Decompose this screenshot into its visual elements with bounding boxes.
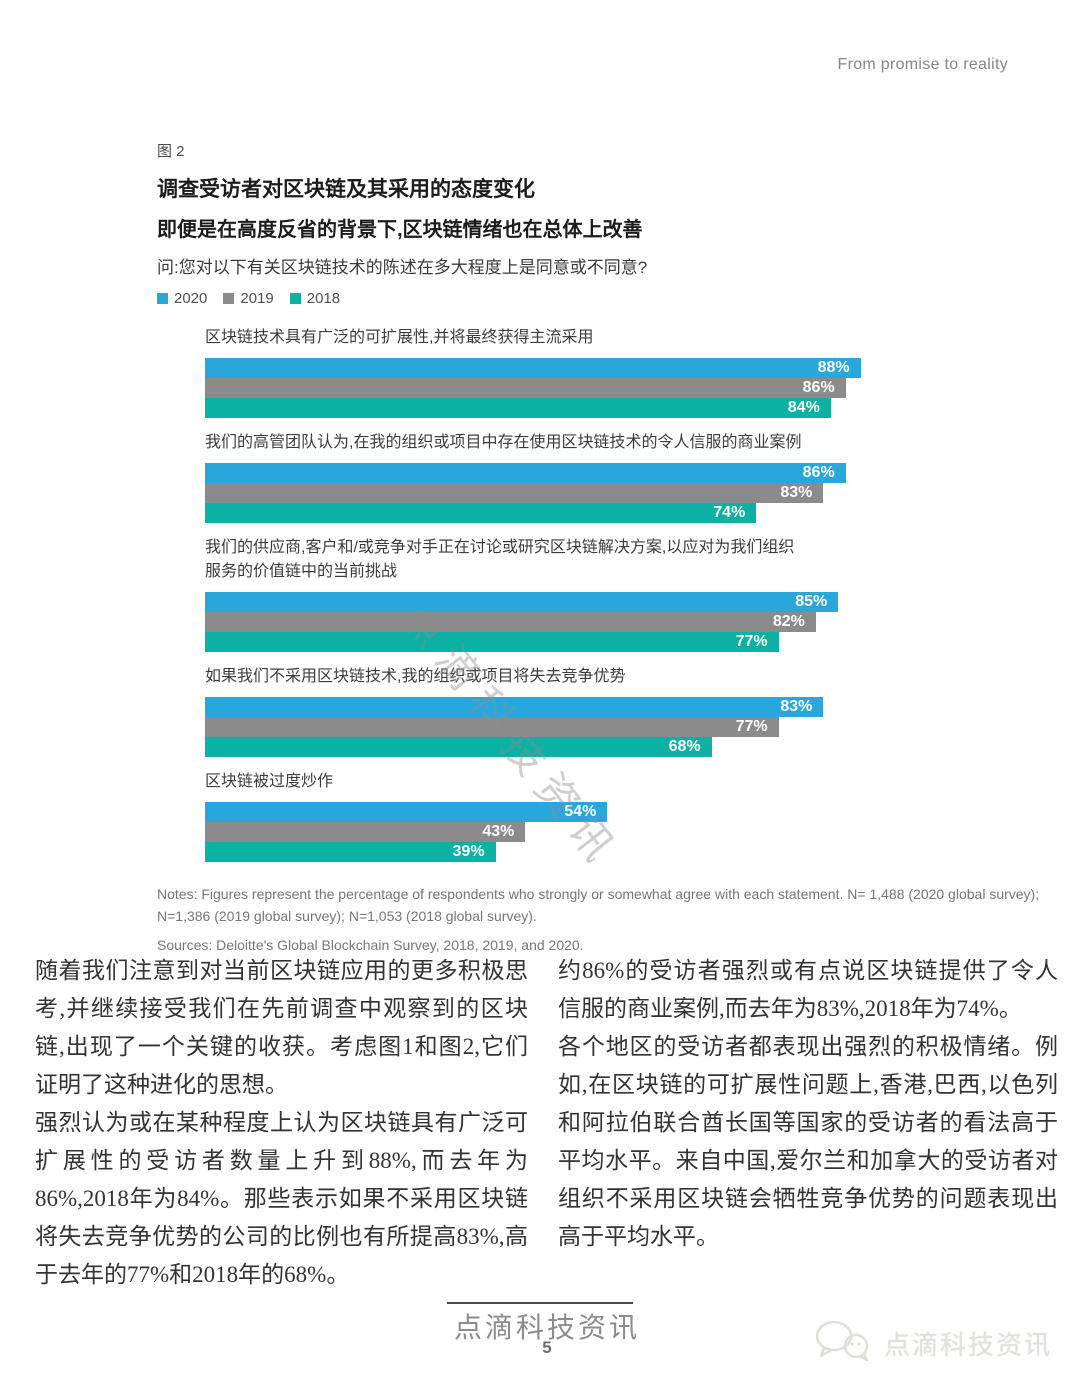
- bar-2018: 84%: [205, 398, 831, 418]
- bar-value-label: 54%: [564, 803, 597, 820]
- body-column-left: 随着我们注意到对当前区块链应用的更多积极思考,并继续接受我们在先前调查中观察到的…: [35, 952, 528, 1294]
- footer-watermark: 点滴科技资讯: [453, 1313, 640, 1344]
- page-number: 5: [542, 1338, 552, 1357]
- bar-value-label: 86%: [802, 464, 835, 481]
- legend-swatch-icon: [157, 293, 168, 304]
- bar-2018: 74%: [205, 503, 757, 523]
- chart-group: 我们的高管团队认为,在我的组织或项目中存在使用区块链技术的令人信服的商业案例 86…: [205, 431, 955, 523]
- bar-value-label: 68%: [668, 738, 701, 755]
- bar-value-label: 83%: [780, 698, 813, 715]
- body-paragraph: 各个地区的受访者都表现出强烈的积极情绪。例如,在区块链的可扩展性问题上,香港,巴…: [558, 1034, 1058, 1249]
- legend-swatch-icon: [289, 293, 301, 304]
- bar-value-label: 39%: [452, 843, 485, 860]
- bar-2019: 77%: [205, 717, 779, 737]
- figure-label: 图 2: [157, 143, 185, 160]
- category-label: 区块链技术具有广泛的可扩展性,并将最终获得主流采用: [205, 329, 594, 346]
- bar-2019: 43%: [205, 822, 526, 842]
- body-paragraph: 约86%的受访者强烈或有点说区块链提供了令人信服的商业案例,而去年为83%,20…: [558, 958, 1058, 1021]
- legend-item-2018: 2018: [289, 290, 341, 307]
- header-brand: From promise to reality: [837, 56, 1008, 73]
- chart-group: 区块链技术具有广泛的可扩展性,并将最终获得主流采用 88% 86% 84%: [205, 326, 955, 418]
- legend-swatch-icon: [223, 293, 235, 304]
- bar-2018: 68%: [205, 737, 712, 757]
- footer-logo-text: 点滴科技资讯: [883, 1331, 1052, 1360]
- chart-legend: 2020 2019 2018: [157, 290, 340, 307]
- bar-chart: 区块链技术具有广泛的可扩展性,并将最终获得主流采用 88% 86% 84% 我们的高管团…: [205, 326, 955, 875]
- chart-group: 区块链被过度炒作 54% 43% 39%: [205, 770, 955, 862]
- bar-2018: 39%: [205, 842, 496, 862]
- chart-notes: Notes: Figures represent the percentage …: [157, 883, 1069, 963]
- bar-value-label: 77%: [735, 633, 768, 650]
- bar-value-label: 83%: [780, 484, 813, 501]
- chart-group: 我们的供应商,客户和/或竞争对手正在讨论或研究区块链解决方案,以应对为我们组织 …: [205, 536, 955, 652]
- notes-text: Notes: Figures represent the percentage …: [157, 886, 1040, 924]
- bar-value-label: 43%: [482, 823, 515, 840]
- wechat-bubbles-icon: [812, 1318, 874, 1369]
- legend-label: 2018: [306, 290, 341, 307]
- bar-track: 85% 82% 77%: [205, 592, 950, 652]
- legend-item-2020: 2020: [157, 290, 207, 307]
- bar-value-label: 88%: [817, 359, 850, 376]
- bar-track: 54% 43% 39%: [205, 802, 950, 862]
- body-paragraph: 随着我们注意到对当前区块链应用的更多积极思考,并继续接受我们在先前调查中观察到的…: [35, 958, 528, 1097]
- bar-track: 83% 77% 68%: [205, 697, 950, 757]
- bar-value-label: 82%: [772, 613, 805, 630]
- bar-track: 88% 86% 84%: [205, 358, 950, 418]
- legend-label: 2019: [240, 290, 274, 307]
- figure-question: 问:您对以下有关区块链技术的陈述在多大程度上是同意或不同意?: [157, 258, 648, 277]
- bar-2020: 83%: [205, 697, 824, 717]
- bar-2019: 82%: [205, 612, 816, 632]
- body-column-right: 约86%的受访者强烈或有点说区块链提供了令人信服的商业案例,而去年为83%,20…: [558, 952, 1058, 1256]
- bar-2019: 83%: [205, 483, 824, 503]
- legend-label: 2020: [174, 290, 208, 307]
- bar-value-label: 85%: [795, 593, 828, 610]
- footer-logo: 点滴科技资讯: [812, 1318, 1052, 1369]
- bar-track: 86% 83% 74%: [205, 463, 950, 523]
- bar-value-label: 77%: [735, 718, 768, 735]
- category-label: 区块链被过度炒作: [205, 773, 334, 790]
- category-label: 如果我们不采用区块链技术,我的组织或项目将失去竞争优势: [205, 668, 626, 685]
- bar-2019: 86%: [205, 378, 846, 398]
- bar-2020: 54%: [205, 802, 608, 822]
- bar-value-label: 86%: [802, 379, 835, 396]
- body-paragraph: 强烈认为或在某种程度上认为区块链具有广泛可扩展性的受访者数量上升到88%,而去年…: [35, 1110, 528, 1287]
- bar-2020: 86%: [205, 463, 846, 483]
- figure-title: 调查受访者对区块链及其采用的态度变化: [157, 178, 535, 201]
- category-label: 我们的高管团队认为,在我的组织或项目中存在使用区块链技术的令人信服的商业案例: [205, 434, 802, 451]
- category-label: 我们的供应商,客户和/或竞争对手正在讨论或研究区块链解决方案,以应对为我们组织 …: [205, 539, 795, 580]
- bar-2020: 88%: [205, 358, 861, 378]
- footer-divider: [447, 1302, 633, 1304]
- sources-text: Sources: Deloitte's Global Blockchain Su…: [157, 937, 584, 953]
- chart-group: 如果我们不采用区块链技术,我的组织或项目将失去竞争优势 83% 77% 68%: [205, 665, 955, 757]
- bar-value-label: 84%: [787, 399, 820, 416]
- figure-heading: 图 2 调查受访者对区块链及其采用的态度变化 即便是在高度反省的背景下,区块链情…: [157, 140, 1017, 278]
- figure-subtitle: 即便是在高度反省的背景下,区块链情绪也在总体上改善: [157, 219, 643, 241]
- bar-2020: 85%: [205, 592, 839, 612]
- bar-2018: 77%: [205, 632, 779, 652]
- legend-item-2019: 2019: [223, 290, 274, 307]
- bar-value-label: 74%: [713, 504, 746, 521]
